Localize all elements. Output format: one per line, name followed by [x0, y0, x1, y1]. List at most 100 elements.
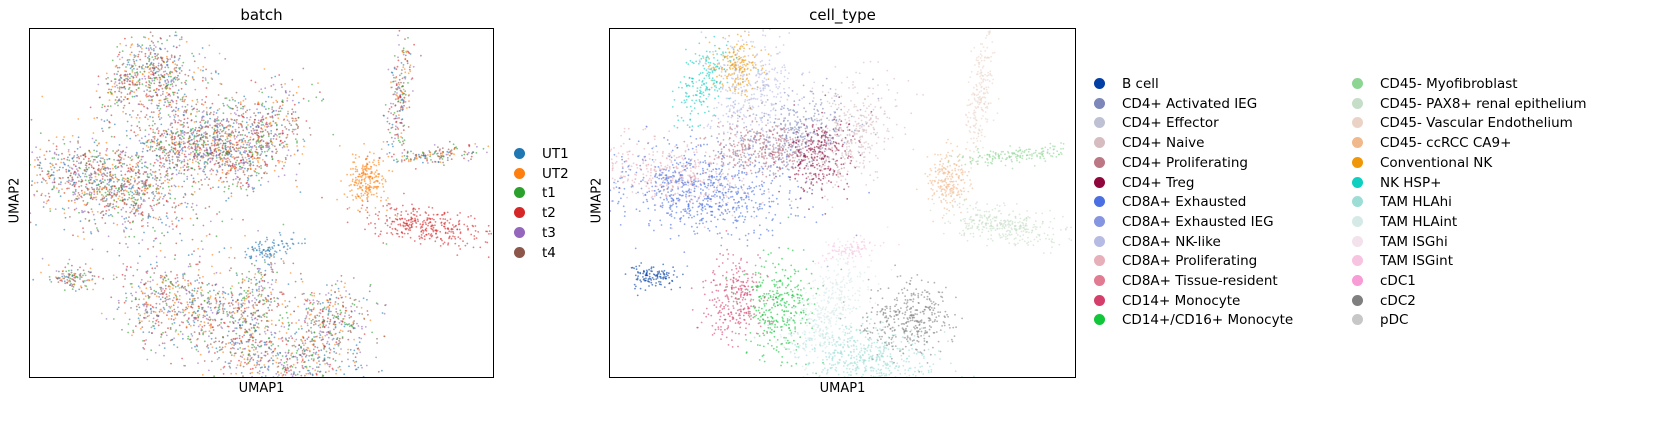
cell-type-cluster	[915, 138, 974, 225]
cell-type-cluster	[683, 29, 816, 168]
legend-label: CD4+ Naive	[1122, 135, 1205, 152]
legend-label: TAM HLAhi	[1380, 194, 1452, 211]
legend-label: cDC2	[1380, 292, 1416, 309]
cell-type-cluster	[710, 77, 880, 214]
legend-marker	[1094, 137, 1105, 149]
legend-label: CD45- ccRCC CA9+	[1380, 135, 1512, 152]
batch-y-axis-label: UMAP2	[7, 177, 23, 224]
legend-marker	[1094, 176, 1105, 188]
cell-type-cluster	[783, 60, 924, 209]
legend-label: CD8A+ NK-like	[1122, 233, 1221, 250]
legend-marker	[1352, 78, 1363, 89]
legend-label: pDC	[1380, 312, 1409, 329]
legend-marker	[1094, 97, 1105, 109]
cell-type-cluster	[753, 303, 975, 377]
legend-label: CD45- Myofibroblast	[1380, 76, 1518, 92]
batch-cluster	[273, 274, 387, 376]
legend-label: CD4+ Effector	[1122, 115, 1219, 132]
legend-marker	[1094, 215, 1105, 227]
legend-marker	[1094, 294, 1105, 306]
legend-label: TAM HLAint	[1380, 213, 1458, 230]
batch-umap-scatter	[30, 29, 493, 377]
legend-marker	[1094, 78, 1105, 89]
cell-type-cluster	[947, 142, 1065, 170]
batch-cluster	[89, 36, 151, 144]
batch-cluster	[30, 95, 201, 220]
legend-marker	[1352, 314, 1363, 326]
batch-cluster	[135, 81, 298, 203]
batch-cluster	[154, 233, 258, 377]
legend-label: CD45- Vascular Endothelium	[1380, 115, 1573, 132]
legend-marker	[1094, 314, 1105, 326]
batch-cluster	[171, 304, 383, 377]
legend-marker	[514, 187, 525, 199]
cell-type-cluster	[690, 230, 775, 348]
batch-plot-area	[29, 28, 494, 378]
legend-label: cDC1	[1380, 273, 1416, 289]
legend-label: CD8A+ Exhausted	[1122, 194, 1247, 211]
cell-type-cluster	[775, 226, 893, 377]
legend-label: CD4+ Proliferating	[1122, 154, 1248, 171]
cell-type-cluster	[702, 30, 770, 117]
legend-marker	[1352, 176, 1363, 188]
legend-marker	[1352, 275, 1363, 286]
cell-type-umap-scatter	[610, 29, 1073, 377]
legend-marker	[514, 167, 525, 179]
legend-label: CD14+/CD16+ Monocyte	[1122, 312, 1294, 329]
batch-cluster	[77, 107, 277, 188]
batch-cluster	[100, 237, 205, 365]
batch-cluster	[382, 29, 422, 245]
legend-marker	[514, 207, 525, 219]
legend-label: t3	[542, 224, 556, 241]
batch-cluster	[110, 29, 236, 159]
cell-type-title: cell_type	[809, 6, 876, 24]
legend-label: CD8A+ Proliferating	[1122, 253, 1258, 270]
batch-x-axis-label: UMAP1	[238, 381, 285, 396]
cell-type-cluster	[610, 125, 870, 268]
batch-cluster	[194, 67, 335, 223]
batch-cluster	[32, 258, 115, 292]
legend-marker	[1094, 117, 1105, 129]
batch-title: batch	[240, 6, 283, 24]
cell-type-y-axis-label: UMAP2	[589, 177, 605, 224]
cell-type-cluster	[839, 264, 963, 373]
cell-type-cluster	[724, 216, 843, 375]
batch-cluster	[365, 140, 490, 172]
cell-type-cluster	[672, 102, 856, 188]
cell-type-cluster	[817, 234, 900, 264]
batch-cluster	[30, 124, 249, 260]
legend-label: CD4+ Activated IEG	[1122, 95, 1258, 112]
cell-type-cluster	[671, 35, 759, 129]
legend-marker	[1352, 294, 1363, 306]
legend-label: UT2	[542, 165, 569, 182]
legend-marker	[1094, 196, 1105, 208]
batch-cluster	[244, 231, 306, 266]
legend-marker	[514, 148, 525, 159]
legend-marker	[1352, 117, 1363, 129]
legend-marker	[1094, 156, 1105, 168]
batch-cluster	[321, 192, 493, 259]
legend-marker	[1352, 137, 1363, 149]
legend-label: t4	[542, 244, 556, 261]
cell-type-cluster	[961, 30, 1000, 187]
legend-label: NK HSP+	[1380, 174, 1442, 191]
legend-label: TAM ISGhi	[1380, 233, 1448, 250]
legend-label: CD8A+ Tissue-resident	[1122, 273, 1278, 289]
cell-type-x-axis-label: UMAP1	[819, 381, 866, 396]
legend-label: TAM ISGint	[1380, 253, 1453, 270]
legend-marker	[1352, 255, 1363, 267]
legend-label: CD14+ Monocyte	[1122, 292, 1241, 309]
legend-label: CD45- PAX8+ renal epithelium	[1380, 95, 1587, 112]
legend-marker	[1352, 235, 1363, 247]
legend-label: UT1	[542, 146, 569, 162]
legend-marker	[1094, 235, 1105, 247]
cell-type-cluster	[624, 262, 684, 297]
legend-marker	[514, 246, 525, 258]
legend-marker	[1094, 255, 1105, 267]
legend-label: t1	[542, 185, 556, 202]
cell-type-plot-area	[609, 28, 1076, 378]
legend-label: CD4+ Treg	[1122, 174, 1195, 191]
legend-marker	[1352, 196, 1363, 208]
legend-label: CD8A+ Exhausted IEG	[1122, 213, 1274, 230]
legend-label: B cell	[1122, 76, 1159, 92]
